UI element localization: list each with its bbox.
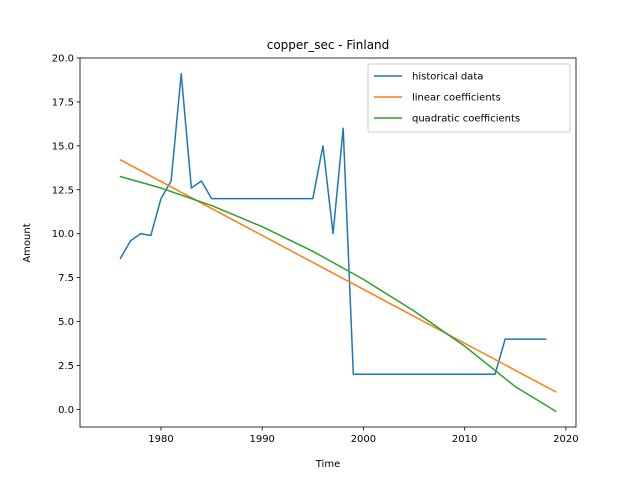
series-line-0 [119, 73, 547, 376]
y-tick-label: 15.0 [52, 141, 74, 152]
x-tick-label: 2010 [452, 434, 477, 445]
y-tick-label: 5.0 [58, 317, 74, 328]
legend-box [367, 63, 571, 133]
axes-frame [79, 57, 577, 428]
series-line-2 [119, 175, 557, 413]
x-tick-label: 2020 [553, 434, 578, 445]
legend-label-2: quadratic coefficients [412, 114, 520, 125]
y-tick-label: 20.0 [52, 54, 74, 65]
x-tick-label: 1990 [249, 434, 274, 445]
x-tick-label: 1980 [148, 434, 173, 445]
y-tick-label: 7.5 [58, 273, 74, 284]
x-tick-label: 2000 [351, 434, 376, 445]
y-tick-label: 12.5 [52, 185, 74, 196]
y-tick-label: 0.0 [58, 405, 74, 416]
legend-label-1: linear coefficients [412, 93, 501, 104]
plot-area: 1980 1990 2000 2010 2020 0.0 2.5 5.0 7.5 10.0 12.5… [52, 54, 579, 446]
chart-title: copper_sec - Finland [267, 38, 390, 52]
y-tick-label: 10.0 [52, 229, 74, 240]
y-tick-label: 2.5 [58, 361, 74, 372]
y-axis-label: Amount [22, 223, 33, 262]
x-axis-label: Time [315, 459, 340, 470]
legend-label-0: historical data [412, 72, 483, 83]
y-tick-label: 17.5 [52, 97, 74, 108]
legend: historical data linear coefficients quadra… [367, 63, 571, 133]
